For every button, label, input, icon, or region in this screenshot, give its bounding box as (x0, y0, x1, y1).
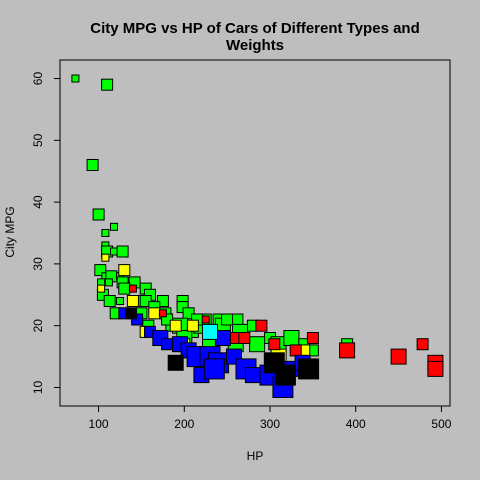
data-point-blue (161, 338, 174, 351)
data-point-red (255, 319, 268, 332)
data-point-blue (244, 367, 261, 384)
data-point-green (231, 313, 244, 326)
data-point-green (139, 295, 152, 307)
data-point-yellow (118, 264, 131, 277)
data-point-yellow (101, 253, 110, 262)
plot-frame (59, 59, 451, 407)
data-point-red (289, 344, 302, 357)
x-tick-label: 400 (346, 417, 366, 431)
y-tick-label: 10 (31, 380, 45, 394)
data-point-green (156, 295, 169, 307)
data-point-green (71, 74, 80, 83)
data-point-black (298, 358, 320, 380)
data-point-red (390, 348, 407, 365)
y-tick-label: 30 (31, 257, 45, 271)
data-point-green (249, 336, 266, 353)
data-point-red (201, 315, 210, 324)
data-point-green (86, 159, 99, 171)
x-tick-label: 200 (174, 417, 194, 431)
data-point-red (416, 338, 429, 351)
data-point-yellow (97, 284, 106, 293)
x-axis-label: HP (246, 449, 264, 463)
data-point-green (116, 245, 129, 258)
x-tick-label: 100 (89, 417, 109, 431)
x-tick-label: 500 (431, 417, 451, 431)
data-point-black (274, 364, 296, 386)
data-point-red (268, 338, 281, 351)
axes: 100 200 300 400 500 10 20 30 40 50 60 (31, 72, 452, 431)
data-point-yellow (169, 319, 182, 332)
chart-title: City MPG vs HP of Cars of Different Type… (90, 20, 420, 54)
data-point-red (306, 332, 319, 344)
data-point-green (161, 313, 174, 326)
data-point-green (116, 297, 124, 305)
data-point-green (182, 307, 195, 320)
data-point-yellow (186, 319, 199, 332)
y-axis-label: City MPG (3, 206, 17, 258)
data-point-blue (203, 358, 225, 380)
data-point-red (158, 309, 167, 318)
data-point-cyan (202, 323, 218, 340)
y-tick-label: 50 (31, 133, 45, 147)
data-point-red (427, 360, 444, 377)
data-point-green (101, 78, 114, 91)
data-point-green (104, 278, 113, 287)
data-point-green (283, 330, 300, 346)
data-point-yellow (126, 295, 139, 307)
data-point-green (110, 247, 118, 256)
data-point-yellow (148, 307, 161, 320)
data-point-green (110, 222, 118, 231)
data-point-green (92, 208, 105, 221)
data-point-black (167, 354, 184, 371)
data-point-red (339, 342, 356, 359)
data-point-black (125, 307, 138, 320)
data-points (71, 74, 444, 398)
data-point-red (238, 332, 251, 344)
data-point-green (118, 282, 131, 295)
data-point-green (103, 295, 116, 307)
y-tick-label: 20 (31, 319, 45, 333)
data-point-green (94, 264, 107, 277)
y-tick-label: 40 (31, 195, 45, 209)
y-tick-label: 60 (31, 72, 45, 86)
data-point-green (101, 229, 110, 237)
data-point-red (128, 284, 137, 293)
data-point-green (221, 313, 234, 326)
x-tick-label: 300 (260, 417, 280, 431)
